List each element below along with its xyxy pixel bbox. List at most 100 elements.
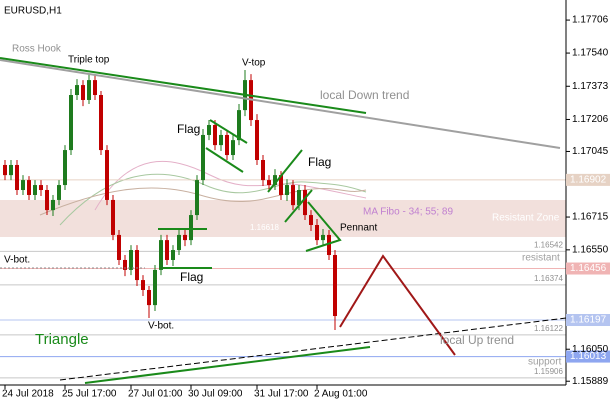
candle-body [153,269,157,306]
annotation: Flag [177,122,200,136]
candle-body [303,190,307,216]
y-tick-label: 1.17373 [572,81,609,92]
annotation: Ross Hook [12,44,62,55]
candle-body [129,250,133,270]
candle-body [87,80,91,100]
candle-body [195,180,199,216]
y-tick-label: 1.16550 [572,244,609,255]
price-tag [566,314,610,327]
flag-line [205,147,244,173]
annotation: Flag [180,270,203,284]
trend-line [0,59,561,149]
candle-body [9,164,13,176]
flag-line [267,149,303,193]
candle-body [267,180,271,186]
annotation: MA Fibo - 34; 55; 89 [363,207,453,218]
candle-body [225,134,229,156]
price-tag-label: 1.16197 [570,315,607,326]
annotation: support [528,357,562,368]
candle-body [261,160,265,181]
chart-title: EURUSD,H1 [4,6,62,17]
price-tag [566,262,610,275]
candle-body [237,110,241,141]
candle-body [3,164,7,176]
candle-body [177,234,181,251]
projection-path [339,254,456,356]
ma-line [59,173,367,226]
candle-body [51,199,55,211]
candle-body [309,215,313,225]
axes-layer: 1.16902 1.16456 1.16197 1.16013 1.17706 1.175… [2,15,610,400]
candle-body [111,199,115,235]
candle-body [171,250,175,260]
trend-line [0,57,367,114]
candle-body [219,134,223,146]
x-tick-label: 30 Jul 09:00 [188,389,243,400]
candle-body [333,255,337,317]
up-trend-line [59,317,567,381]
ma-line [39,187,367,216]
y-tick-label: 1.16050 [572,344,609,355]
level-label: 1.16542 [534,241,563,250]
price-tag-label: 1.16013 [570,351,607,362]
candle-body [183,234,187,241]
candle-body [69,95,73,151]
flag-line [284,189,313,223]
y-tick-label: 1.16715 [572,212,609,223]
candle-body [141,280,145,290]
price-tag [566,173,610,186]
x-tick-label: 2 Aug 01:00 [314,389,368,400]
resistant-zone [0,200,566,237]
candle-body [291,185,295,206]
candle-body [93,80,97,96]
candle-body [189,215,193,241]
ma-line [94,160,367,211]
y-tick-label: 1.17706 [572,15,609,26]
background-layer: 1.16542 1.16374 1.16122 1.15906 [0,160,566,379]
candle-body [33,185,37,195]
candle-body [159,240,163,270]
price-tag [566,350,610,363]
annotation: Triangle [35,331,89,348]
candle-body [147,289,151,306]
annotation: 1.16618 [250,223,279,232]
annotation: local Down trend [320,88,409,102]
x-tick-label: 25 Jul 17:00 [62,389,117,400]
candle-body [297,190,301,206]
candle-body [207,125,211,135]
y-tick-label: 1.17206 [572,114,609,125]
candle-body [273,175,277,186]
annotation: V-top [242,58,266,69]
candle-body [21,180,25,191]
annotation: Triple top [68,55,110,66]
candle-body [165,240,169,260]
level-label: 1.16122 [534,324,563,333]
candle-body [279,175,283,195]
candle-body [321,234,325,241]
candle-body [27,180,31,195]
candle-body [75,85,79,96]
candle-body [63,150,67,186]
x-tick-label: 31 Jul 17:00 [254,389,309,400]
x-tick-label: 27 Jul 01:00 [128,389,183,400]
candle-body [99,95,103,151]
level-label: 1.15906 [534,367,563,376]
candles [3,69,337,330]
candle-body [117,234,121,260]
candle-body [327,234,331,256]
flag-line [209,119,248,144]
candle-body [201,134,205,181]
price-tag-label: 1.16902 [570,175,607,186]
y-tick-label: 1.17045 [572,146,609,157]
candle-body [285,185,289,195]
candle-body [45,190,49,211]
annotation: Resistant Zone [492,213,560,224]
candle-body [255,120,259,161]
x-tick-label: 24 Jul 2018 [2,389,54,400]
candle-body [213,125,217,146]
candle-body [315,224,319,241]
y-tick-label: 1.15889 [572,376,609,387]
candle-body [231,140,235,156]
annotation: V-bot. [148,321,174,332]
